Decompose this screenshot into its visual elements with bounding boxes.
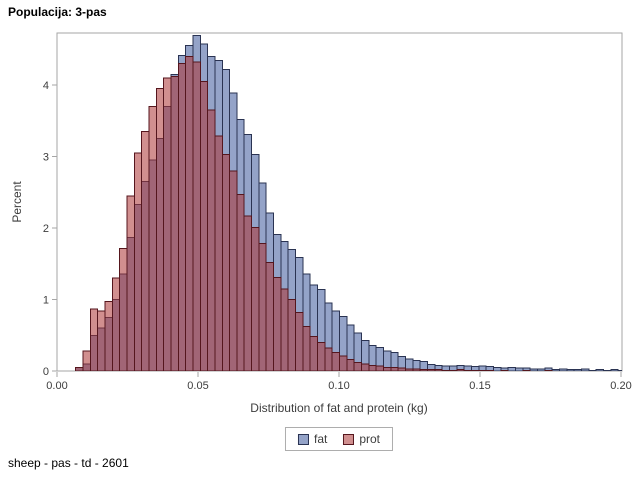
histogram-bar-prot [331, 351, 341, 371]
histogram-bar-prot [309, 336, 319, 371]
y-tick-label: 4 [43, 80, 49, 92]
histogram-bar-prot [265, 261, 275, 371]
histogram-bar-prot [485, 369, 495, 371]
histogram-bar-prot [463, 369, 473, 371]
chart-title: Populacija: 3-pas [8, 5, 107, 19]
histogram-bar-prot [317, 341, 326, 371]
histogram-bar-prot [302, 326, 311, 371]
histogram-bar-prot [104, 301, 113, 371]
legend-swatch-prot [343, 433, 355, 445]
histogram-bar-prot [412, 368, 421, 371]
histogram-bar-prot [214, 135, 223, 371]
histogram-bar-prot [405, 368, 414, 371]
histogram-bar-fat [566, 369, 575, 371]
histogram-bar-prot [155, 88, 165, 371]
x-tick-label: 0.00 [46, 380, 67, 392]
histogram-bar-prot [111, 277, 121, 371]
histogram-bar-prot [251, 226, 260, 371]
legend-label: fat [313, 432, 328, 446]
y-tick-label: 0 [43, 366, 49, 378]
footnote: sheep - pas - td - 2601 [8, 456, 129, 470]
histogram-bar-prot [243, 215, 253, 371]
x-axis-title: Distribution of fat and protein (kg) [250, 401, 428, 415]
histogram-bar-prot [89, 308, 99, 371]
histogram-bar-prot [353, 361, 363, 371]
y-axis-title: Percent [10, 181, 24, 223]
histogram-bar-prot [133, 152, 143, 371]
x-tick-label: 0.20 [610, 380, 631, 392]
histogram-bar-prot [221, 153, 231, 371]
histogram-bar-prot [177, 63, 187, 371]
histogram-bar-fat [529, 368, 539, 371]
histogram-bar-prot [273, 276, 282, 371]
histogram-bar-prot [346, 359, 355, 371]
histogram-bar-fat [573, 369, 583, 371]
histogram-bar-prot [383, 366, 392, 371]
y-tick-label: 1 [43, 295, 49, 307]
x-tick-label: 0.15 [469, 380, 490, 392]
histogram-bar-prot [192, 61, 201, 371]
histogram-bar-prot [324, 347, 333, 371]
histogram-bar-prot [427, 369, 436, 371]
histogram-bar-prot [544, 369, 553, 371]
histogram-bar-prot [375, 365, 385, 371]
histogram-bar-prot [229, 170, 238, 371]
histogram-bar-prot [368, 364, 377, 371]
histogram-bar-fat [581, 368, 590, 371]
histogram-bar-prot [207, 109, 216, 371]
histogram-bar-fat [588, 369, 597, 371]
histogram-bar-prot [478, 369, 487, 371]
histogram-bar-prot [295, 311, 304, 371]
histogram-bar-prot [185, 55, 194, 371]
histogram-bar-prot [82, 350, 91, 371]
histogram-bar-prot [170, 75, 179, 371]
histogram-bar-prot [258, 243, 267, 371]
histogram-bar-fat [595, 369, 605, 371]
legend-label: prot [359, 432, 381, 446]
histogram-bar-fat [507, 366, 517, 371]
y-tick-label: 3 [43, 152, 49, 164]
histogram-bar-fat [617, 369, 622, 371]
histogram-bar-fat [610, 369, 619, 371]
histogram-bar-prot [522, 369, 531, 371]
histogram-bar-prot [97, 310, 106, 371]
histogram-bar-fat [537, 368, 546, 371]
histogram-bar-prot [339, 355, 348, 371]
histogram-bar-prot [500, 369, 509, 371]
histogram-bar-prot [471, 369, 480, 371]
histogram-bar-prot [141, 130, 150, 371]
legend: fat prot [284, 427, 394, 451]
x-tick-label: 0.05 [187, 380, 208, 392]
histogram-bar-prot [441, 369, 451, 371]
histogram-bar-prot [449, 369, 458, 371]
histogram-bar-prot [199, 80, 209, 371]
legend-item-prot: prot [343, 432, 380, 446]
histogram-bar-prot [397, 367, 407, 371]
x-tick-label: 0.10 [328, 380, 349, 392]
histogram-bar-prot [75, 366, 84, 371]
histogram-bar-prot [280, 288, 289, 371]
histogram-bar-fat [551, 369, 561, 371]
legend-swatch-fat [297, 433, 309, 445]
histogram-bar-prot [434, 369, 443, 371]
histogram-bar-prot [126, 195, 135, 371]
histogram-bar-prot [287, 299, 297, 371]
histogram-bar-prot [456, 369, 465, 371]
histogram-bar-fat [515, 367, 524, 371]
histogram-bar-prot [419, 369, 429, 371]
histogram-bar-prot [361, 363, 370, 371]
histogram-bar-prot [148, 105, 157, 371]
histogram-bar-prot [163, 77, 172, 371]
histogram-bar-fat [559, 368, 568, 371]
histogram-bar-prot [236, 193, 245, 371]
histogram-bar-prot [119, 248, 128, 371]
histogram-bar-fat [493, 366, 502, 371]
histogram-bar-prot [390, 366, 399, 371]
histogram-bar-fat [603, 369, 612, 371]
legend-item-fat: fat [297, 432, 328, 446]
y-tick-label: 2 [43, 223, 49, 235]
